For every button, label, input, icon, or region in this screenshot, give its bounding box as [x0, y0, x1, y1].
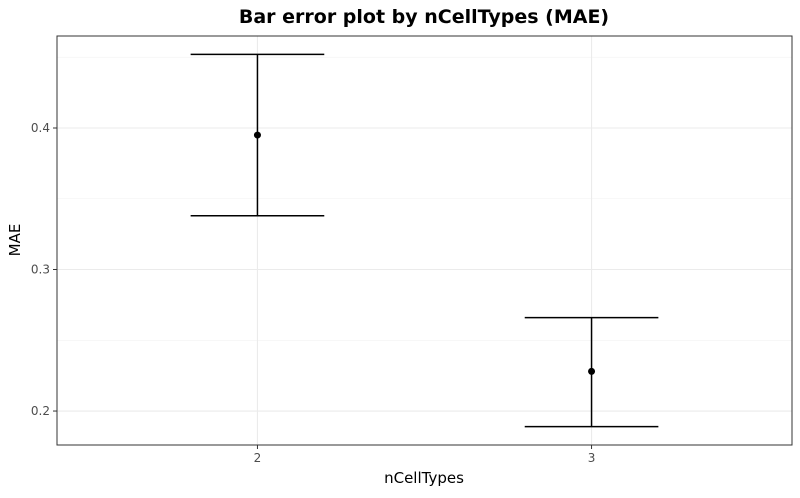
y-tick-label: 0.2 — [31, 404, 50, 418]
plot-panel-border — [56, 35, 793, 446]
y-tick-label: 0.4 — [31, 121, 50, 135]
mean-point — [253, 131, 261, 139]
axes: 0.2 0.3 0.4 2 3 — [31, 121, 595, 465]
x-tick-label: 3 — [588, 451, 596, 465]
y-tick-label: 0.3 — [31, 263, 50, 277]
chart-title: Bar error plot by nCellTypes (MAE) — [239, 6, 609, 28]
x-tick-label: 2 — [254, 451, 262, 465]
data-marks — [190, 53, 659, 428]
grid — [57, 36, 792, 445]
mean-point — [588, 367, 596, 375]
y-axis-title: MAE — [6, 224, 24, 257]
x-axis-title: nCellTypes — [384, 469, 464, 487]
